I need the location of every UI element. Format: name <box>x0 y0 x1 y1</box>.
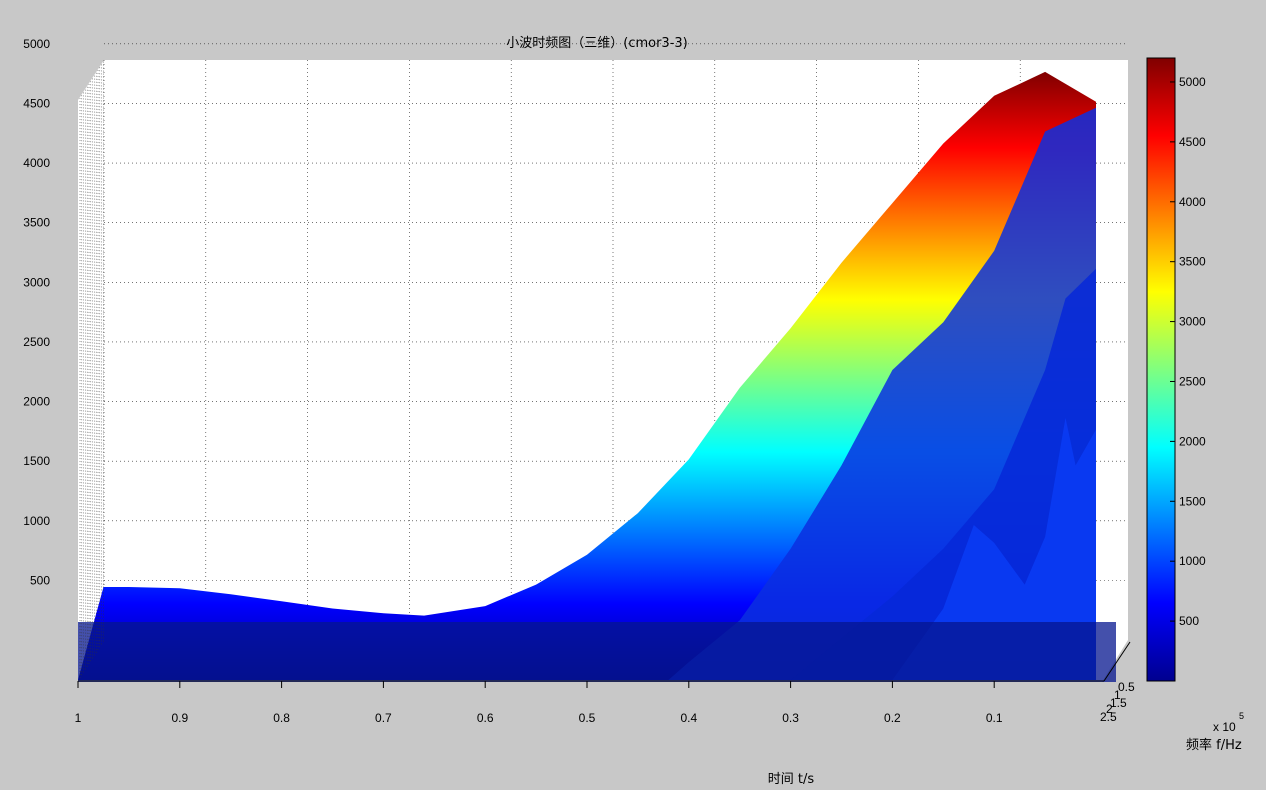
depth-tick-label: 0.5 <box>1118 680 1135 694</box>
z-tick-label: 3500 <box>23 216 50 230</box>
colorbar-tick-label: 1000 <box>1179 554 1206 568</box>
depth-tick-label: 2 <box>1106 702 1113 716</box>
x-tick-label: 0.7 <box>375 711 392 725</box>
depth-axis-label: 频率 f/Hz <box>1186 737 1242 753</box>
depth-tick-label: 2.5 <box>1100 710 1117 724</box>
x-tick-label: 0.9 <box>171 711 188 725</box>
z-tick-label: 4500 <box>23 96 50 110</box>
x-tick-label: 0.8 <box>273 711 290 725</box>
z-tick-label: 3000 <box>23 275 50 289</box>
x-axis-label: 时间 t/s <box>768 772 815 787</box>
z-tick-label: 4000 <box>23 156 50 170</box>
colorbar-tick-label: 4000 <box>1179 195 1206 209</box>
depth-axis-line <box>1103 641 1131 682</box>
x-tick-label: 0.3 <box>782 711 799 725</box>
x-tick-label: 1 <box>75 711 82 725</box>
x-axis-ticks: 1 0.9 0.8 0.7 0.6 0.5 0.4 0.3 0.2 0.1 <box>75 681 1003 725</box>
surface <box>78 71 1116 682</box>
colorbar-tick-label: 4500 <box>1179 135 1206 149</box>
z-tick-label: 5000 <box>23 37 50 51</box>
colorbar-gradient <box>1146 57 1176 682</box>
colorbar-tick-label: 1500 <box>1179 494 1206 508</box>
colorbar-tick-label: 2000 <box>1179 434 1206 448</box>
x-tick-label: 0.2 <box>884 711 901 725</box>
surface-series-4 <box>892 417 1096 680</box>
colorbar: 5000 4500 4000 3500 3000 2500 2000 1500 1000 500 <box>1146 57 1206 682</box>
colorbar-tick-label: 3500 <box>1179 255 1206 269</box>
colorbar-tick-label: 2500 <box>1179 374 1206 388</box>
z-tick-label: 2500 <box>23 335 50 349</box>
x-tick-label: 0.5 <box>579 711 596 725</box>
colorbar-tick-label: 3000 <box>1179 315 1206 329</box>
grid <box>103 43 1128 640</box>
x-tick-label: 0.6 <box>477 711 494 725</box>
colorbar-tick-label: 500 <box>1179 614 1199 628</box>
depth-tick-label: 1 <box>1114 688 1121 702</box>
colorbar-tick-label: 5000 <box>1179 75 1206 89</box>
z-tick-label: 500 <box>30 573 50 587</box>
chart-title: 小波时频图（三维）(cmor3-3) <box>506 36 688 51</box>
x-tick-label: 0.1 <box>986 711 1003 725</box>
surface-base <box>78 622 1116 682</box>
axes-frame <box>78 43 1131 682</box>
depth-axis-ticks: 0.511.522.5 <box>1100 680 1135 724</box>
z-tick-label: 1000 <box>23 514 50 528</box>
colorbar-ticks: 5000 4500 4000 3500 3000 2500 2000 1500 1000 500 <box>1170 75 1206 628</box>
z-tick-label: 1500 <box>23 454 50 468</box>
z-axis-ticks: 5000 4500 4000 3500 3000 2500 2000 1500 1000 500 <box>23 37 50 588</box>
left-depth-face <box>79 61 104 678</box>
x-tick-label: 0.4 <box>680 711 697 725</box>
surface-series-3 <box>790 268 1096 680</box>
z-tick-label: 2000 <box>23 395 50 409</box>
depth-multiplier: x 10 <box>1213 720 1236 734</box>
depth-exponent: 5 <box>1239 711 1244 721</box>
depth-tick-label: 1.5 <box>1110 696 1127 710</box>
